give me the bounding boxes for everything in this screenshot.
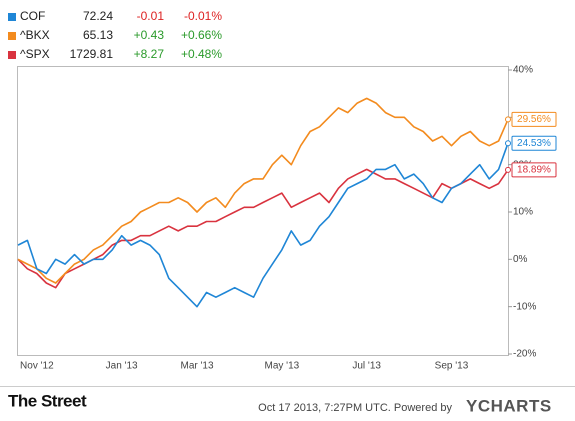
quote-change-pct: -0.01% xyxy=(184,9,222,23)
end-label: 24.53% xyxy=(517,138,551,149)
quote-price: 72.24 xyxy=(83,9,113,23)
plot-frame xyxy=(17,66,509,356)
legend-swatch xyxy=(8,13,16,21)
x-tick-label: Nov '12 xyxy=(20,361,54,372)
end-label-box xyxy=(511,111,557,127)
x-tick-label: Jul '13 xyxy=(352,361,381,372)
timestamp: Oct 17 2013, 7:27PM UTC. Powered by xyxy=(258,402,452,414)
quote-change: +0.43 xyxy=(134,28,165,42)
y-tick-label: -10% xyxy=(513,301,536,312)
quote-change: +8.27 xyxy=(134,47,165,61)
end-label: 18.89% xyxy=(517,165,551,176)
end-marker xyxy=(505,140,511,147)
y-tick-label: -20% xyxy=(513,349,536,360)
quote-price: 65.13 xyxy=(83,28,113,42)
x-tick-label: May '13 xyxy=(264,361,299,372)
x-tick-label: Mar '13 xyxy=(181,361,214,372)
quote-change: -0.01 xyxy=(137,9,165,23)
end-label: 29.56% xyxy=(517,114,551,125)
provider-logo: YCHARTS xyxy=(466,396,552,415)
end-label-box xyxy=(511,135,557,151)
series-line xyxy=(17,142,509,308)
legend-name: ^BKX xyxy=(20,28,50,42)
quote-change-pct: +0.48% xyxy=(181,47,222,61)
y-tick-label: 40% xyxy=(513,65,533,76)
end-marker xyxy=(505,116,511,123)
quote-price: 1729.81 xyxy=(70,47,114,61)
legend-swatch xyxy=(8,51,16,59)
series-line xyxy=(17,168,509,289)
legend-name: ^SPX xyxy=(20,47,50,61)
legend-swatch xyxy=(8,32,16,40)
end-label-box xyxy=(511,162,557,178)
x-tick-label: Jan '13 xyxy=(106,361,138,372)
legend-name: COF xyxy=(20,9,45,23)
y-tick-label: 0% xyxy=(513,254,528,265)
end-marker xyxy=(505,166,511,173)
quote-change-pct: +0.66% xyxy=(181,28,222,42)
brand-logo: The Street xyxy=(8,391,87,410)
y-tick-label: 10% xyxy=(513,207,533,218)
series-line xyxy=(17,97,509,284)
x-tick-label: Sep '13 xyxy=(435,361,469,372)
